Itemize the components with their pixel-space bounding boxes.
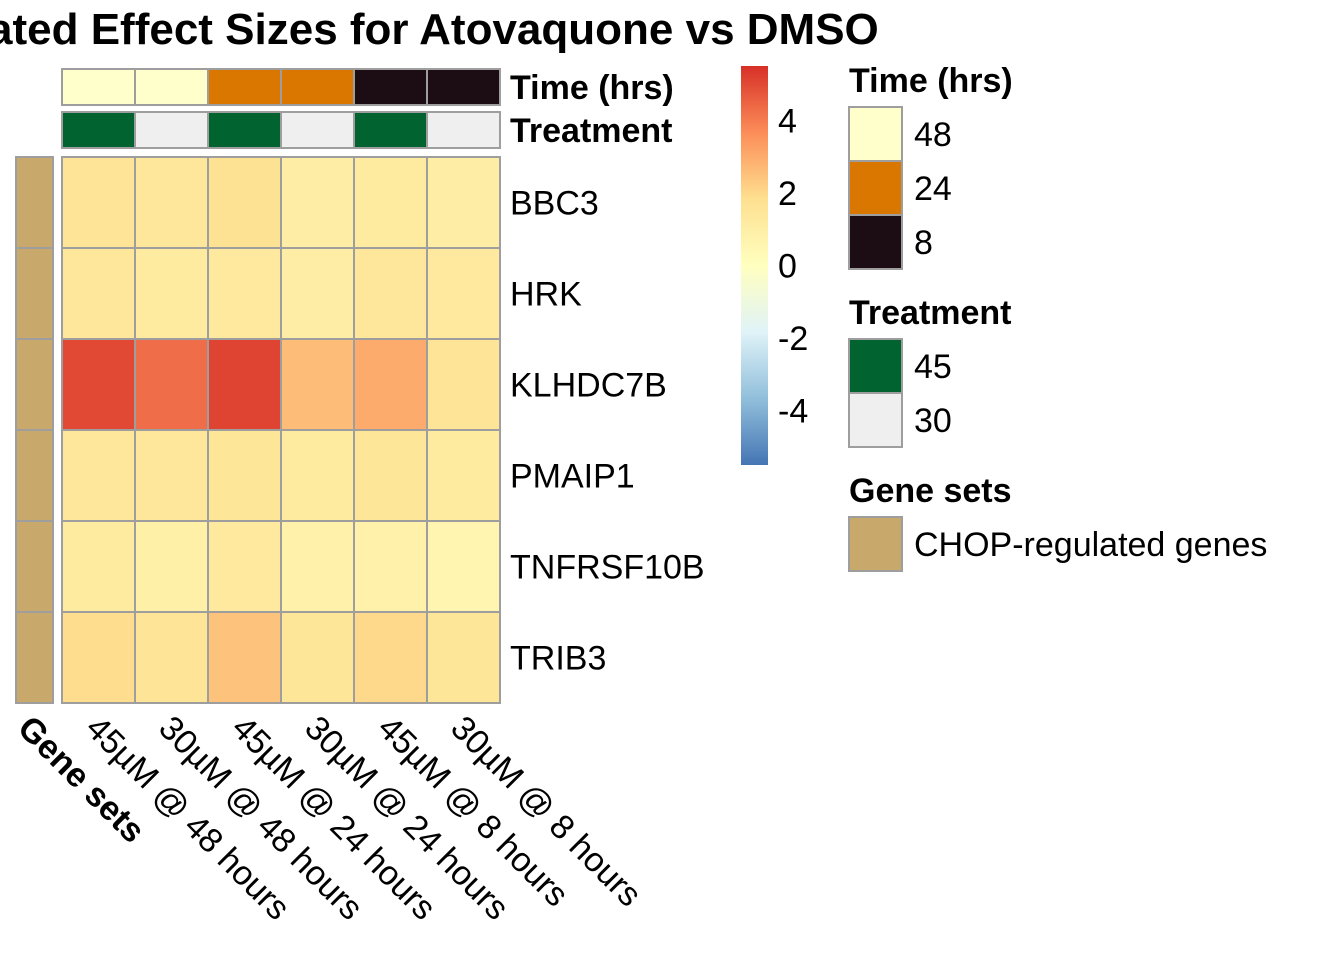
- annotation-cell: [207, 68, 282, 106]
- legend-title: Gene sets: [849, 472, 1012, 510]
- row-labels: BBC3 HRK KLHDC7B PMAIP1 TNFRSF10B TRIB3: [510, 185, 705, 678]
- row-annotation-cell: [15, 156, 54, 249]
- heatmap-cell: [134, 520, 209, 613]
- heatmap-cell: [61, 520, 136, 613]
- heatmap-cell: [426, 520, 501, 613]
- row-annotation-cell: [15, 429, 54, 522]
- heatmap-cell: [353, 520, 428, 613]
- column-annotation-tracks: Time (hrs) Treatment: [61, 68, 674, 150]
- heatmap-cell: [61, 611, 136, 704]
- legend-label: 30: [914, 402, 952, 440]
- row-annotation-cell: [15, 247, 54, 340]
- row-label: HRK: [510, 276, 582, 314]
- heatmap-cell: [207, 611, 282, 704]
- legend-label: 48: [914, 116, 952, 154]
- heatmap-cell: [207, 156, 282, 249]
- heatmap-cell: [280, 338, 355, 431]
- legend-swatch: [848, 338, 903, 394]
- heatmap-cell: [280, 429, 355, 522]
- heatmap-cell: [61, 429, 136, 522]
- heatmap-cell: [61, 156, 136, 249]
- heatmap-cell: [61, 338, 136, 431]
- legend-title: Treatment: [849, 294, 1012, 332]
- legend-swatch: [848, 160, 903, 216]
- heatmap-cell: [426, 338, 501, 431]
- heatmap-cell: [207, 338, 282, 431]
- colorbar-tick-label: 0: [778, 248, 797, 286]
- annotation-cell: [426, 111, 501, 149]
- heatmap-cells: [61, 156, 501, 704]
- heatmap-cell: [207, 247, 282, 340]
- legend-label: 8: [914, 224, 933, 262]
- annotation-cell: [353, 111, 428, 149]
- legend-label: 24: [914, 170, 952, 208]
- colorbar-tick-label: 4: [778, 102, 797, 140]
- annotation-cell: [61, 68, 136, 106]
- annotation-cell: [134, 68, 209, 106]
- row-label: BBC3: [510, 185, 599, 223]
- annotation-cell: [134, 111, 209, 149]
- annotation-cell: [426, 68, 501, 106]
- annotation-cell: [61, 111, 136, 149]
- heatmap-cell: [280, 156, 355, 249]
- annotation-cell: [207, 111, 282, 149]
- heatmap-cell: [353, 247, 428, 340]
- legend-swatch: [848, 106, 903, 162]
- chart-title: ated Effect Sizes for Atovaquone vs DMSO: [0, 5, 879, 54]
- heatmap-cell: [207, 429, 282, 522]
- colorbar-tick-label: -2: [778, 320, 808, 358]
- row-label: TNFRSF10B: [510, 549, 705, 587]
- row-annotation-track: Gene sets: [10, 156, 152, 851]
- annotation-legends: Time (hrs) 48 24 8 Treatment 45 30 Gene sets CHO…: [848, 62, 1267, 572]
- heatmap-cell: [134, 611, 209, 704]
- heatmap-cell: [134, 338, 209, 431]
- legend-label: CHOP-regulated genes: [914, 526, 1267, 564]
- annotation-track-label: Treatment: [510, 112, 673, 150]
- heatmap-cell: [280, 611, 355, 704]
- heatmap-cell: [353, 429, 428, 522]
- row-annotation-cell: [15, 520, 54, 613]
- heatmap-cell: [134, 156, 209, 249]
- row-annotation-cell: [15, 338, 54, 431]
- heatmap-cell: [280, 247, 355, 340]
- heatmap-cell: [207, 520, 282, 613]
- annotation-cell: [353, 68, 428, 106]
- annotation-track-label: Time (hrs): [510, 69, 674, 107]
- colorbar-gradient: [741, 66, 768, 465]
- colorbar: 4 2 0 -2 -4: [741, 66, 808, 465]
- heatmap-cell: [134, 429, 209, 522]
- heatmap-cell: [426, 156, 501, 249]
- colorbar-tick-label: -4: [778, 393, 808, 431]
- row-label: TRIB3: [510, 640, 606, 678]
- heatmap-cell: [353, 338, 428, 431]
- legend-swatch: [848, 214, 903, 270]
- heatmap-cell: [426, 247, 501, 340]
- legend-title: Time (hrs): [849, 62, 1013, 100]
- legend-swatch: [848, 516, 903, 572]
- heatmap-cell: [61, 247, 136, 340]
- heatmap-cell: [426, 611, 501, 704]
- heatmap-cell: [134, 247, 209, 340]
- legend-swatch: [848, 392, 903, 448]
- heatmap-cell: [353, 611, 428, 704]
- annotation-cell: [280, 111, 355, 149]
- row-label: KLHDC7B: [510, 367, 667, 405]
- annotation-cell: [280, 68, 355, 106]
- heatmap-cell: [426, 429, 501, 522]
- row-annotation-cell: [15, 611, 54, 704]
- row-label: PMAIP1: [510, 458, 635, 496]
- heatmap-cell: [280, 520, 355, 613]
- colorbar-tick-label: 2: [778, 175, 797, 213]
- legend-label: 45: [914, 348, 952, 386]
- heatmap-cell: [353, 156, 428, 249]
